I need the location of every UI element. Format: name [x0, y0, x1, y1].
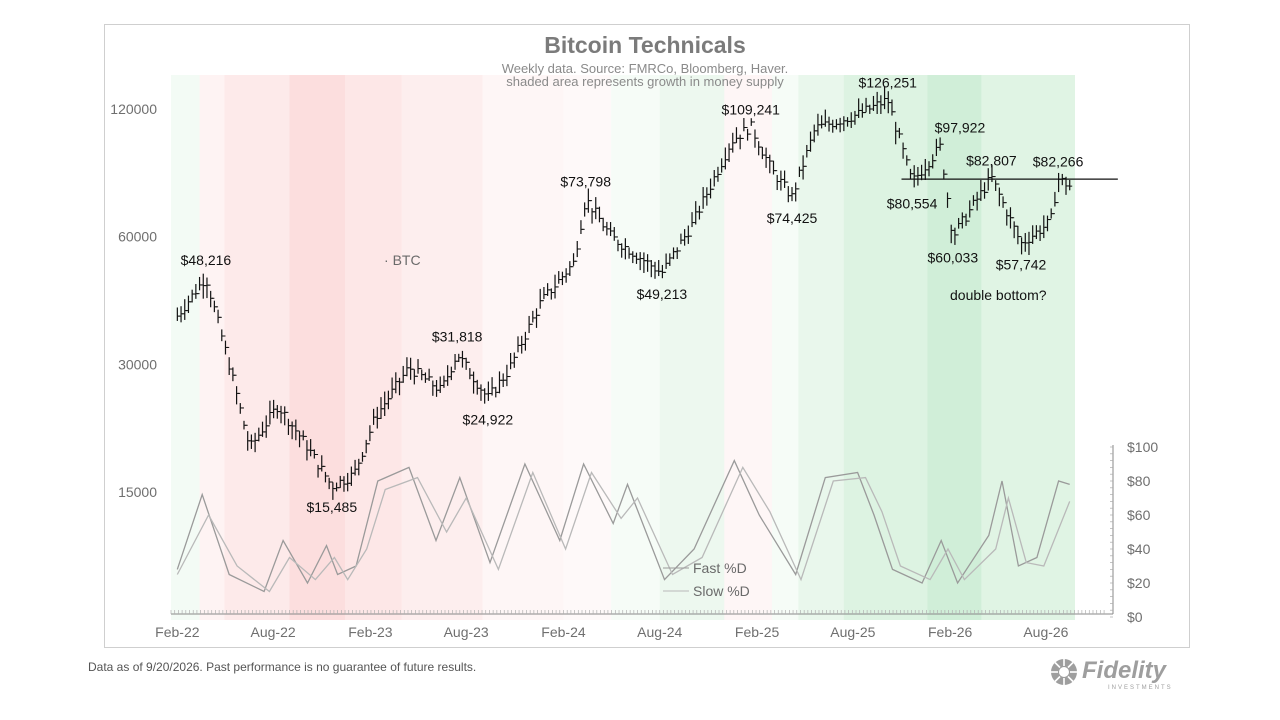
price-annotation: $31,818 — [432, 328, 483, 344]
price-annotation: $49,213 — [637, 286, 688, 302]
fidelity-investments-label: INVESTMENTS — [1108, 685, 1173, 691]
price-annotation: $74,425 — [767, 210, 818, 226]
bitcoin-technicals-chart: $48,216 $15,485 $31,818 $24,922 $73,798 $49,2… — [110, 32, 1158, 640]
double-bottom-note: double bottom? — [950, 287, 1047, 303]
shading-band — [224, 75, 290, 620]
shading-band — [659, 75, 725, 620]
price-annotation: $126,251 — [859, 75, 918, 91]
price-annotation: $82,807 — [966, 152, 1017, 168]
y-tick-label: 30000 — [118, 356, 157, 372]
x-tick-label: Feb-22 — [155, 624, 200, 640]
price-annotation: $80,554 — [887, 195, 938, 211]
price-annotation: $15,485 — [307, 499, 358, 515]
legend-fast-label: Fast %D — [693, 560, 747, 576]
chart-subtitle-source: Weekly data. Source: FMRCo, Bloomberg, H… — [502, 61, 789, 76]
y-tick-label: 120000 — [110, 101, 157, 117]
osc-tick-label: $60 — [1127, 507, 1151, 523]
shading-band — [482, 75, 564, 620]
chart-subtitle-shading: shaded area represents growth in money s… — [506, 74, 784, 89]
legend-btc-label: BTC — [393, 252, 421, 268]
money-supply-shading — [171, 75, 1075, 620]
fidelity-logo: Fidelity INVESTMENTS — [1051, 657, 1173, 691]
y-tick-label: 60000 — [118, 229, 157, 245]
shading-band — [171, 75, 200, 620]
price-annotation: $57,742 — [996, 257, 1047, 273]
shading-band — [345, 75, 402, 620]
stochastic-oscillator — [176, 459, 1071, 593]
slow-d-line — [176, 466, 1071, 593]
chart-frame: $48,216 $15,485 $31,818 $24,922 $73,798 $49,2… — [104, 24, 1190, 648]
x-tick-label: Feb-24 — [541, 624, 586, 640]
shading-band — [798, 75, 844, 620]
chart-title: Bitcoin Technicals — [544, 32, 746, 58]
shading-band — [563, 75, 611, 620]
fidelity-mark-icon — [1051, 659, 1077, 685]
price-annotation: $48,216 — [181, 252, 232, 268]
price-annotation: $97,922 — [935, 119, 986, 135]
legend-btc: · BTC — [384, 252, 421, 268]
x-tick-label: Feb-26 — [928, 624, 973, 640]
osc-tick-label: $100 — [1127, 439, 1158, 455]
shading-band — [981, 75, 1075, 620]
fast-d-line — [176, 459, 1070, 593]
osc-tick-label: $0 — [1127, 609, 1143, 625]
shading-band — [927, 75, 982, 620]
shading-band — [771, 75, 799, 620]
x-tick-label: Aug-24 — [637, 624, 682, 640]
price-annotation: $82,266 — [1033, 154, 1084, 170]
axes: 15000 30000 60000 120000 Feb-22 Aug-22 Feb-23 A… — [110, 101, 1158, 640]
legend-slow-label: Slow %D — [693, 583, 750, 599]
price-annotation: $109,241 — [722, 101, 781, 117]
osc-tick-label: $80 — [1127, 473, 1151, 489]
osc-tick-label: $40 — [1127, 541, 1151, 557]
x-tick-label: Feb-23 — [348, 624, 393, 640]
y-tick-label: 15000 — [118, 484, 157, 500]
fidelity-wordmark: Fidelity — [1082, 657, 1168, 684]
osc-tick-label: $20 — [1127, 575, 1151, 591]
price-annotations: $48,216 $15,485 $31,818 $24,922 $73,798 $49,2… — [181, 75, 1084, 515]
shading-band — [724, 75, 772, 620]
x-tick-label: Feb-25 — [735, 624, 780, 640]
btc-price-series — [176, 86, 1118, 500]
shading-band — [289, 75, 346, 620]
price-annotation: $60,033 — [928, 250, 979, 266]
price-annotation: $73,798 — [560, 174, 611, 190]
price-annotation: $24,922 — [463, 411, 514, 427]
x-tick-label: Aug-23 — [444, 624, 489, 640]
x-tick-label: Aug-26 — [1023, 624, 1068, 640]
shading-band — [199, 75, 225, 620]
shading-band — [401, 75, 483, 620]
x-tick-label: Aug-22 — [251, 624, 296, 640]
shading-band — [611, 75, 660, 620]
shading-band — [843, 75, 928, 620]
x-tick-label: Aug-25 — [830, 624, 875, 640]
footer-disclaimer: Data as of 9/20/2026. Past performance i… — [88, 660, 477, 674]
